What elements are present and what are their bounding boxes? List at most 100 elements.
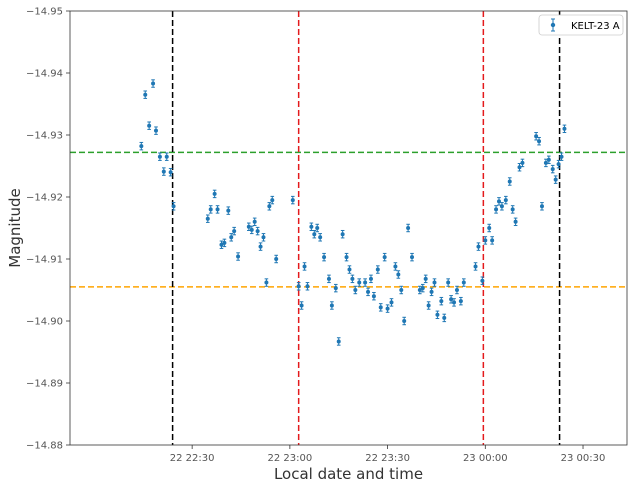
data-point [222, 238, 227, 248]
data-point [153, 126, 158, 135]
data-marker [212, 191, 217, 196]
data-marker [344, 255, 349, 260]
data-marker [261, 235, 266, 240]
data-point [483, 236, 488, 245]
data-point [406, 223, 411, 233]
data-point [378, 303, 383, 312]
data-marker [340, 232, 345, 237]
data-point [402, 316, 407, 326]
data-marker [556, 162, 561, 167]
data-marker [290, 198, 295, 203]
data-marker [357, 280, 362, 285]
x-tick-label: 22 23:30 [365, 453, 410, 464]
data-marker [329, 303, 334, 308]
data-marker [315, 226, 320, 230]
data-point [539, 202, 544, 211]
data-marker [510, 207, 515, 212]
data-point [171, 202, 176, 211]
data-point [309, 222, 314, 231]
data-point [399, 285, 404, 295]
data-point [261, 233, 266, 242]
data-marker [537, 139, 542, 144]
y-tick-label: −14.90 [26, 317, 63, 328]
data-marker [458, 299, 463, 304]
data-point [312, 229, 317, 239]
data-point [382, 252, 387, 262]
data-point [499, 202, 504, 211]
data-point [429, 287, 434, 297]
data-marker [147, 123, 152, 128]
data-point [446, 278, 451, 287]
data-marker [406, 226, 411, 230]
data-point [255, 226, 260, 236]
data-point [208, 205, 213, 214]
data-point [296, 282, 301, 291]
data-marker [299, 303, 304, 308]
data-marker [480, 278, 485, 283]
data-point [302, 262, 307, 271]
data-marker [399, 288, 404, 292]
data-marker [454, 288, 459, 292]
data-point [426, 301, 431, 310]
data-point [510, 205, 515, 214]
y-axis-label: Magnitude [6, 188, 24, 267]
data-point [350, 274, 355, 284]
data-point [143, 90, 148, 99]
data-point [229, 233, 234, 242]
data-point [236, 252, 241, 261]
data-marker [539, 204, 544, 209]
data-point [432, 278, 437, 287]
data-point [550, 164, 555, 174]
data-marker [258, 244, 263, 249]
data-marker [494, 207, 499, 212]
data-marker [333, 286, 338, 291]
data-point [507, 177, 512, 186]
data-point [212, 189, 217, 199]
x-tick-label: 22 23:00 [268, 453, 313, 464]
data-point [503, 195, 508, 205]
data-marker [546, 157, 551, 162]
data-marker [143, 92, 148, 97]
data-point [546, 155, 551, 165]
data-point [147, 121, 152, 130]
data-marker [353, 288, 358, 292]
data-point [270, 195, 275, 205]
data-point [363, 278, 368, 287]
data-marker [226, 208, 231, 213]
data-point [517, 163, 522, 172]
data-point [494, 205, 499, 214]
data-point [264, 278, 269, 287]
data-point [357, 278, 362, 287]
data-point [410, 252, 415, 262]
y-tick-label: −14.91 [26, 255, 63, 266]
data-point [344, 252, 349, 262]
y-tick-label: −14.88 [26, 441, 63, 452]
legend-label: KELT-23 A [571, 21, 620, 32]
data-marker [267, 204, 272, 209]
data-marker [410, 255, 415, 260]
data-point [423, 274, 428, 284]
data-marker [246, 224, 251, 229]
data-marker [499, 204, 504, 209]
data-point [347, 265, 352, 274]
data-marker [393, 264, 398, 269]
data-marker [252, 219, 257, 224]
data-point [442, 313, 447, 323]
data-point [336, 337, 341, 346]
data-marker [215, 207, 220, 212]
data-point [215, 205, 220, 214]
data-marker [496, 199, 501, 204]
data-point [513, 217, 518, 227]
data-marker [396, 272, 401, 277]
data-point [420, 283, 425, 293]
data-point [454, 285, 459, 295]
data-marker [389, 300, 394, 305]
data-marker [270, 198, 275, 203]
data-point [232, 226, 237, 236]
data-marker [318, 235, 323, 240]
data-point [267, 202, 272, 211]
data-point [305, 282, 310, 291]
data-marker [426, 303, 431, 308]
data-marker [432, 280, 437, 285]
data-point [329, 301, 334, 310]
